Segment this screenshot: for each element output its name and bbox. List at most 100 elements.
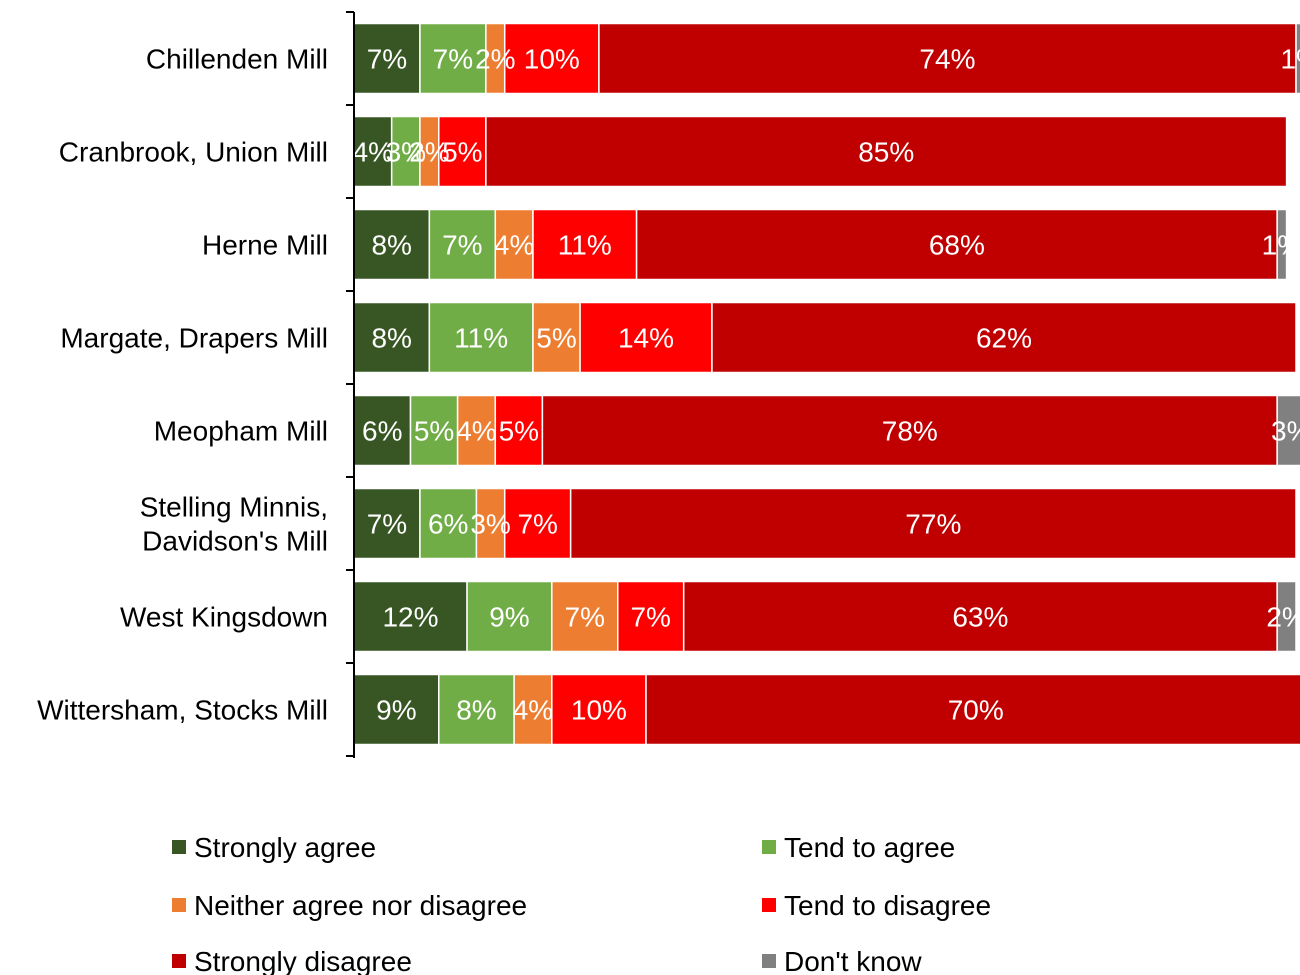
- data-label: 5%: [536, 323, 576, 354]
- legend: Strongly agree Tend to agree Neither agree…: [172, 832, 991, 975]
- data-label: 85%: [858, 137, 914, 168]
- bar-segment: [1295, 22, 1300, 95]
- bar-segment: [485, 115, 1288, 188]
- legend-swatch: [762, 898, 776, 912]
- bar-segment: [428, 208, 497, 281]
- category-label-line: Stelling Minnis,: [140, 492, 328, 523]
- data-label: 5%: [442, 137, 482, 168]
- data-label: 78%: [882, 416, 938, 447]
- category-label-line: Margate, Drapers Mill: [60, 323, 328, 354]
- bar-segment: [409, 394, 459, 467]
- category-label: Cranbrook, Union Mill: [59, 137, 328, 168]
- category-label: Stelling Minnis, Davidson's Mill: [140, 492, 328, 557]
- data-label: 5%: [499, 416, 539, 447]
- bar-segment: [353, 394, 412, 467]
- data-label: 2%: [1266, 602, 1300, 633]
- bar-segment: [598, 22, 1297, 95]
- category-label-line: West Kingsdown: [120, 602, 328, 633]
- data-label: 4%: [456, 416, 496, 447]
- data-label: 4%: [494, 230, 534, 261]
- category-label-line: Wittersham, Stocks Mill: [37, 695, 328, 726]
- bar-segment: [617, 580, 685, 653]
- category-label: Herne Mill: [202, 230, 328, 261]
- category-label-line: Herne Mill: [202, 230, 328, 261]
- bar-segment: [635, 208, 1278, 281]
- legend-label: Strongly agree: [194, 832, 376, 863]
- data-label: 7%: [630, 602, 670, 633]
- bar-segment: [353, 580, 468, 653]
- data-label: 1%: [1262, 230, 1300, 261]
- data-label: 9%: [376, 695, 416, 726]
- bar-segment: [532, 208, 638, 281]
- legend-swatch: [172, 840, 186, 854]
- data-label: 68%: [929, 230, 985, 261]
- data-label: 4%: [353, 137, 393, 168]
- data-label: 2%: [409, 137, 449, 168]
- data-label: 3%: [1271, 416, 1300, 447]
- data-label: 10%: [571, 695, 627, 726]
- bar-segment: [579, 301, 713, 374]
- category-label: Meopham Mill: [154, 416, 328, 447]
- bar-segment: [419, 487, 478, 560]
- data-label: 70%: [948, 695, 1004, 726]
- legend-label: Tend to agree: [784, 832, 955, 863]
- data-label: 8%: [456, 695, 496, 726]
- bar-segment: [1276, 208, 1288, 281]
- legend-swatch: [172, 898, 186, 912]
- data-label: 14%: [618, 323, 674, 354]
- legend-swatch: [172, 954, 186, 968]
- data-label: 77%: [905, 509, 961, 540]
- category-label: Margate, Drapers Mill: [60, 323, 328, 354]
- category-label-line: Davidson's Mill: [142, 526, 328, 557]
- data-label: 62%: [976, 323, 1032, 354]
- bar-segment: [419, 22, 487, 95]
- category-label: Chillenden Mill: [146, 44, 328, 75]
- bar-segment: [645, 673, 1300, 746]
- data-labels-group: 7%7%2%10%74%1%4%3%2%5%85%8%7%4%11%68%1%8…: [353, 44, 1300, 726]
- data-label: 3%: [470, 509, 510, 540]
- bar-segment: [475, 487, 506, 560]
- bar-segment: [353, 22, 421, 95]
- data-label: 9%: [489, 602, 529, 633]
- data-label: 2%: [475, 44, 515, 75]
- data-label: 3%: [386, 137, 426, 168]
- data-label: 5%: [414, 416, 454, 447]
- data-label: 4%: [513, 695, 553, 726]
- data-label: 8%: [371, 323, 411, 354]
- data-label: 74%: [919, 44, 975, 75]
- bar-segment: [456, 394, 497, 467]
- data-label: 7%: [433, 44, 473, 75]
- data-label: 7%: [517, 509, 557, 540]
- category-label-line: Meopham Mill: [154, 416, 328, 447]
- bar-segment: [551, 580, 619, 653]
- legend-swatch: [762, 840, 776, 854]
- bar-segment: [1276, 394, 1300, 467]
- category-label: West Kingsdown: [120, 602, 328, 633]
- bar-segment: [503, 22, 600, 95]
- data-label: 11%: [558, 230, 612, 261]
- data-label: 1%: [1280, 44, 1300, 75]
- data-label: 6%: [428, 509, 468, 540]
- bar-segment: [503, 487, 572, 560]
- data-label: 12%: [382, 602, 438, 633]
- bar-segment: [353, 673, 440, 746]
- bar-segment: [569, 487, 1297, 560]
- bar-segment: [353, 487, 421, 560]
- bar-segment: [466, 580, 553, 653]
- bar-segment: [711, 301, 1297, 374]
- bar-segment: [541, 394, 1278, 467]
- data-label: 7%: [367, 509, 407, 540]
- category-label-line: Cranbrook, Union Mill: [59, 137, 328, 168]
- bar-segment: [682, 580, 1278, 653]
- bars-group: [353, 22, 1300, 746]
- category-axis: Chillenden Mill Cranbrook, Union Mill Hern…: [37, 11, 355, 758]
- legend-label: Don't know: [784, 946, 922, 975]
- legend-label: Neither agree nor disagree: [194, 890, 527, 921]
- data-label: 6%: [362, 416, 402, 447]
- data-label: 11%: [454, 323, 508, 354]
- legend-label: Tend to disagree: [784, 890, 991, 921]
- category-label-line: Chillenden Mill: [146, 44, 328, 75]
- category-label: Wittersham, Stocks Mill: [37, 695, 328, 726]
- data-label: 7%: [367, 44, 407, 75]
